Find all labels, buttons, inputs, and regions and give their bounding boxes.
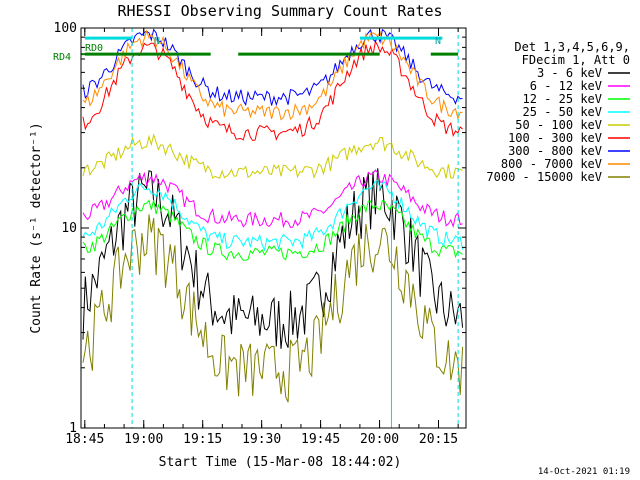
x-axis: 18:45 19:00 19:15 19:30 19:45 20:00 20:15 (65, 28, 459, 447)
legend-label: 800 - 7000 keV (501, 157, 602, 171)
plot-lines (82, 28, 464, 403)
legend-label: 7000 - 15000 keV (486, 170, 602, 184)
series-line (82, 29, 463, 121)
series-line (82, 214, 464, 403)
x-tick-label: 19:00 (124, 432, 163, 447)
x-tick-label: 18:45 (65, 432, 104, 447)
legend-label: 3 - 6 keV (537, 66, 602, 80)
series-line (82, 179, 464, 252)
y-tick-label: 10 (61, 221, 77, 236)
series-line (82, 39, 463, 142)
annotation-rd4: RD4 (53, 52, 71, 63)
y-tick-label: 100 (54, 21, 77, 36)
y-tick-label: 1 (69, 421, 77, 436)
annotation-rd0: RD0 (85, 43, 103, 54)
x-tick-label: 19:45 (301, 432, 340, 447)
legend-label: 50 - 100 keV (515, 118, 602, 132)
legend-label: 12 - 25 keV (523, 92, 602, 106)
plot-frame (80, 27, 467, 429)
legend-label: 25 - 50 keV (523, 105, 602, 119)
legend-header-1: Det 1,3,4,5,6,9, (514, 40, 630, 54)
markers (81, 28, 459, 428)
legend-label: 6 - 12 keV (530, 79, 602, 93)
series-line (82, 169, 463, 229)
legend: Det 1,3,4,5,6,9, FDecim 1, Att 0 3 - 6 k… (486, 40, 630, 184)
legend-label: 300 - 800 keV (508, 144, 602, 158)
series-line (82, 133, 463, 179)
legend-header-2: FDecim 1, Att 0 (522, 53, 630, 67)
timestamp-footer: 14-Oct-2021 01:19 (538, 467, 630, 477)
legend-label: 100 - 300 keV (508, 131, 602, 145)
x-tick-label: 20:00 (360, 432, 399, 447)
series-line (82, 199, 463, 261)
series-line (82, 168, 464, 349)
y-axis-label: Count Rate (s⁻¹ detector⁻¹) (29, 122, 44, 333)
x-tick-label: 20:15 (419, 432, 458, 447)
chart-title: RHESSI Observing Summary Count Rates (117, 2, 442, 20)
x-axis-label: Start Time (15-Mar-08 18:44:02) (159, 455, 402, 470)
x-tick-label: 19:15 (183, 432, 222, 447)
annotation-n1: N (154, 36, 160, 47)
x-tick-label: 19:30 (242, 432, 281, 447)
annotation-n2: N (435, 36, 441, 47)
